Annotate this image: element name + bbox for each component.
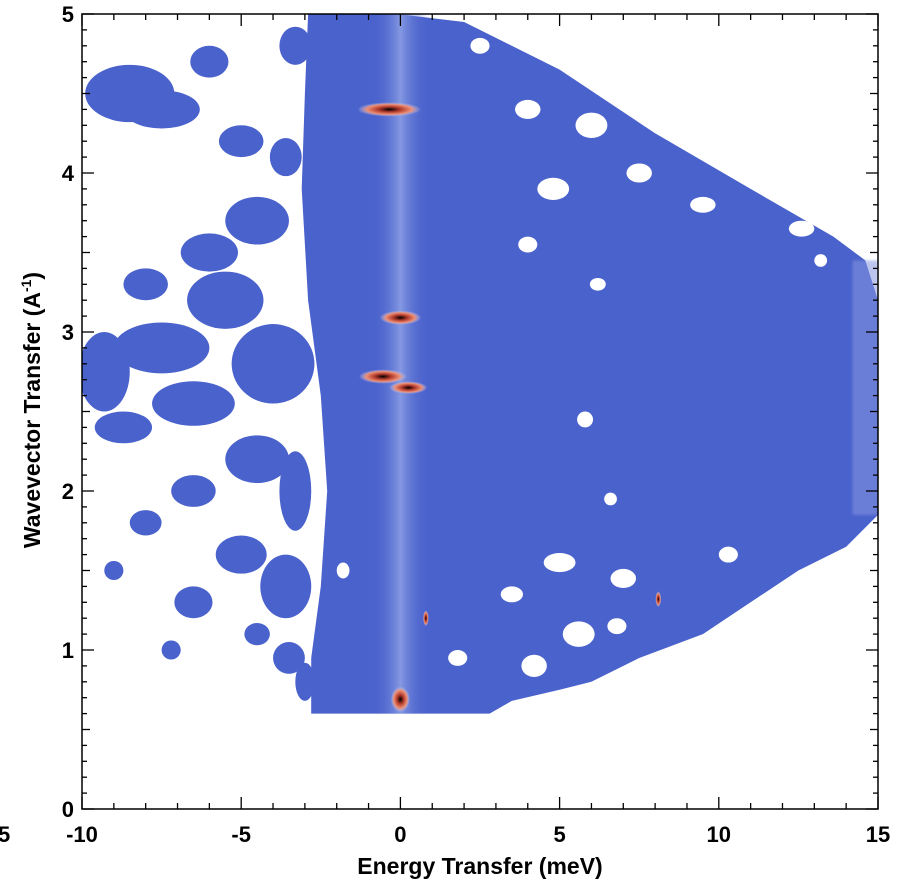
data-hole: [788, 220, 815, 237]
scattered-data-region: [187, 271, 264, 329]
scattered-data-region: [152, 381, 235, 426]
scattered-data-region: [269, 138, 302, 177]
data-hole: [575, 112, 608, 139]
scattered-data-region: [190, 45, 229, 78]
y-tick-label: 3: [62, 320, 74, 345]
bragg-peak: [423, 610, 429, 627]
data-hole: [626, 163, 652, 183]
elastic-line-band: [371, 14, 430, 714]
y-tick-label: 1: [62, 638, 74, 663]
scattered-data-region: [104, 560, 124, 581]
data-hole: [562, 621, 595, 647]
scattered-data-region: [279, 451, 312, 531]
scattered-data-region: [215, 535, 267, 574]
x-tick-label: 5: [553, 822, 565, 847]
scattered-data-region: [85, 64, 175, 123]
data-hole: [336, 562, 350, 579]
scattered-data-region: [295, 662, 315, 701]
x-tick-label: 0: [394, 822, 406, 847]
data-hole: [500, 586, 523, 603]
data-hole: [518, 236, 538, 253]
y-axis: 0 1 2 3 4 5: [62, 2, 878, 822]
scattered-data-region: [129, 510, 162, 536]
x-tick-label: 15: [866, 822, 890, 847]
intensity-data-layer: [82, 14, 878, 714]
x-tick-label: 10: [707, 822, 731, 847]
data-hole: [610, 568, 637, 588]
x-tick-label: -5: [231, 822, 251, 847]
data-hole: [543, 553, 576, 573]
scattered-data-region: [273, 642, 305, 674]
data-hole: [718, 546, 738, 563]
edge-tick-label: 5: [0, 822, 10, 847]
bragg-peak: [357, 102, 422, 117]
scattered-data-region: [225, 435, 289, 484]
y-axis-title-close: ): [19, 272, 45, 280]
bragg-peak: [359, 369, 407, 384]
y-axis-title-main: Wavevector Transfer (A: [19, 292, 45, 548]
coverage-region: [301, 14, 878, 714]
bragg-peak: [379, 310, 422, 325]
scattered-data-region: [113, 322, 210, 374]
data-hole: [604, 492, 617, 506]
data-hole: [521, 654, 547, 678]
x-axis: -10 -5 0 5 10 15: [66, 14, 890, 847]
data-hole: [577, 411, 594, 428]
y-tick-label: 0: [62, 797, 74, 822]
data-hole: [537, 177, 570, 201]
data-hole: [470, 37, 490, 54]
data-hole: [515, 99, 541, 119]
x-tick-label: -10: [66, 822, 98, 847]
scattered-data-region: [218, 125, 264, 158]
data-hole: [607, 618, 627, 635]
coverage-edge-highlight: [852, 260, 878, 515]
scattered-data-region: [161, 640, 181, 660]
y-axis-title-superscript: -1: [18, 279, 34, 292]
data-hole: [814, 254, 828, 267]
bragg-peak: [655, 591, 662, 608]
scattered-data-region: [171, 475, 216, 507]
bragg-peak: [390, 686, 410, 713]
scattered-data-region: [225, 196, 289, 245]
y-tick-label: 5: [62, 2, 74, 27]
plot-area: [82, 14, 878, 714]
y-axis-title: Wavevector Transfer (A-1): [18, 272, 45, 548]
scattered-data-region: [174, 586, 213, 619]
data-hole: [728, 157, 748, 173]
y-tick-label: 4: [62, 161, 75, 186]
scattered-data-region: [94, 411, 153, 444]
scattered-data-region: [180, 233, 239, 272]
data-hole: [448, 650, 468, 666]
scattered-data-region: [123, 268, 168, 301]
scattered-data-region: [279, 26, 312, 65]
bragg-peak: [389, 381, 428, 395]
scattered-data-region: [244, 622, 270, 646]
y-tick-label: 2: [62, 479, 74, 504]
data-hole: [589, 277, 606, 291]
data-hole: [690, 196, 716, 213]
scattered-data-region: [231, 324, 315, 404]
scattered-data-region: [82, 332, 130, 412]
scattered-data-region: [260, 554, 312, 619]
x-axis-title: Energy Transfer (meV): [357, 853, 602, 879]
